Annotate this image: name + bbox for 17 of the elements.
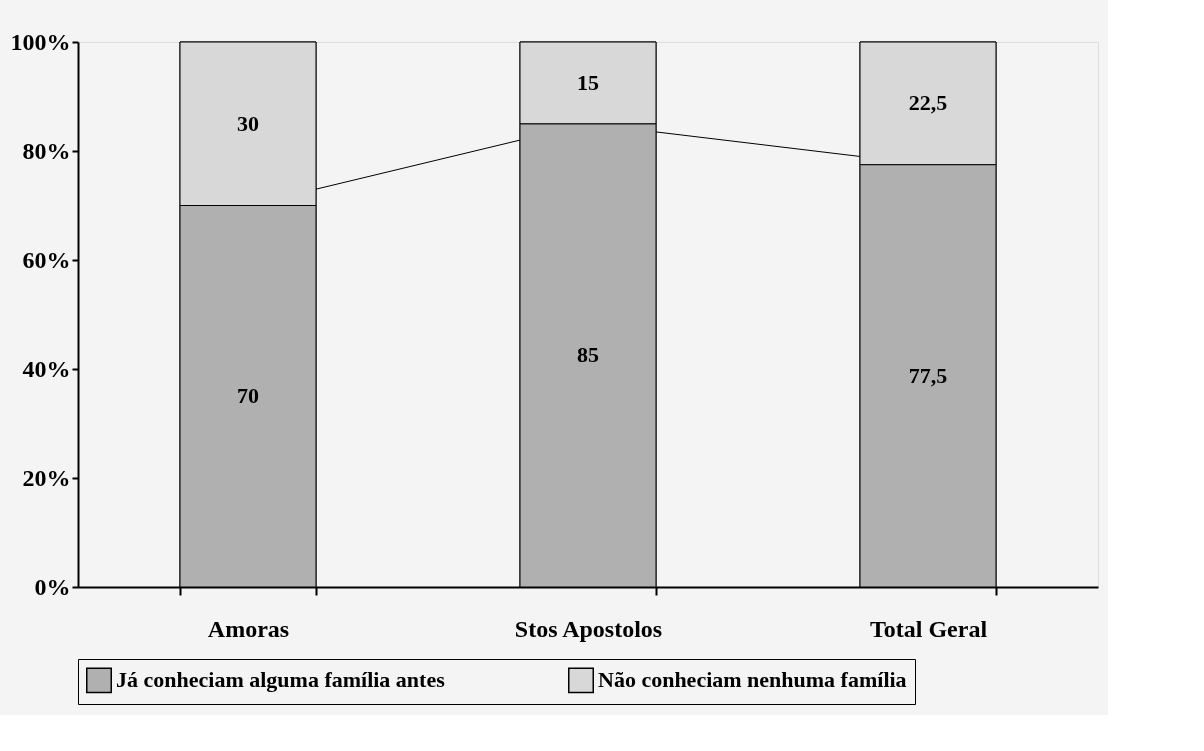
data-label: 22,5 <box>908 90 948 116</box>
data-label: 85 <box>577 342 599 368</box>
y-tick-label: 80% <box>22 137 71 164</box>
y-tick-label: 60% <box>22 246 71 273</box>
legend-label: Não conheciam nenhuma família <box>598 667 907 693</box>
y-tick-label: 40% <box>22 355 71 382</box>
data-label: 70 <box>237 383 259 409</box>
y-tick-label: 0% <box>34 573 71 600</box>
x-tick-label: Stos Apostolos <box>514 615 663 642</box>
y-tick-label: 20% <box>22 464 71 491</box>
legend-label: Já conheciam alguma família antes <box>116 667 446 693</box>
data-label: 30 <box>237 110 259 136</box>
x-tick-label: Amoras <box>207 615 290 642</box>
data-label: 77,5 <box>908 362 948 388</box>
x-tick-label: Total Geral <box>869 615 988 642</box>
y-tick-label: 100% <box>10 28 71 55</box>
data-label: 15 <box>577 69 599 95</box>
